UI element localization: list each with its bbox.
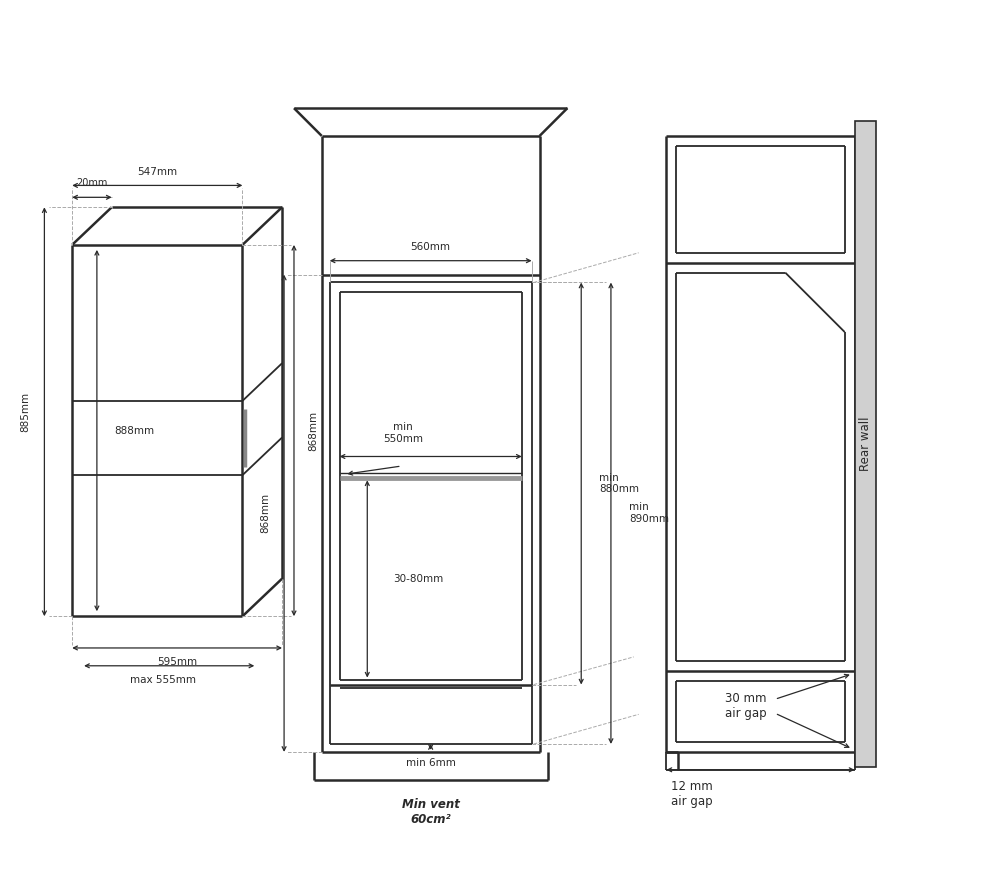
- Text: 30-80mm: 30-80mm: [393, 574, 443, 584]
- Text: 868mm: 868mm: [308, 410, 318, 450]
- Text: Rear wall: Rear wall: [859, 416, 872, 471]
- Text: max 555mm: max 555mm: [130, 675, 196, 684]
- Text: min
880mm: min 880mm: [599, 473, 639, 494]
- Text: 868mm: 868mm: [260, 493, 270, 533]
- Text: 888mm: 888mm: [115, 425, 155, 436]
- Text: 12 mm
air gap: 12 mm air gap: [671, 780, 713, 808]
- Text: 885mm: 885mm: [21, 392, 31, 432]
- Text: Min vent
60cm²: Min vent 60cm²: [402, 798, 460, 826]
- Bar: [855, 121, 876, 766]
- Text: 595mm: 595mm: [157, 656, 197, 667]
- Text: 30 mm
air gap: 30 mm air gap: [725, 692, 766, 720]
- Text: min
890mm: min 890mm: [629, 503, 669, 524]
- Text: 547mm: 547mm: [137, 167, 177, 176]
- Text: min 6mm: min 6mm: [406, 758, 456, 768]
- Text: min
550mm: min 550mm: [383, 422, 423, 443]
- Text: 20mm: 20mm: [76, 178, 108, 189]
- Text: 560mm: 560mm: [411, 242, 451, 251]
